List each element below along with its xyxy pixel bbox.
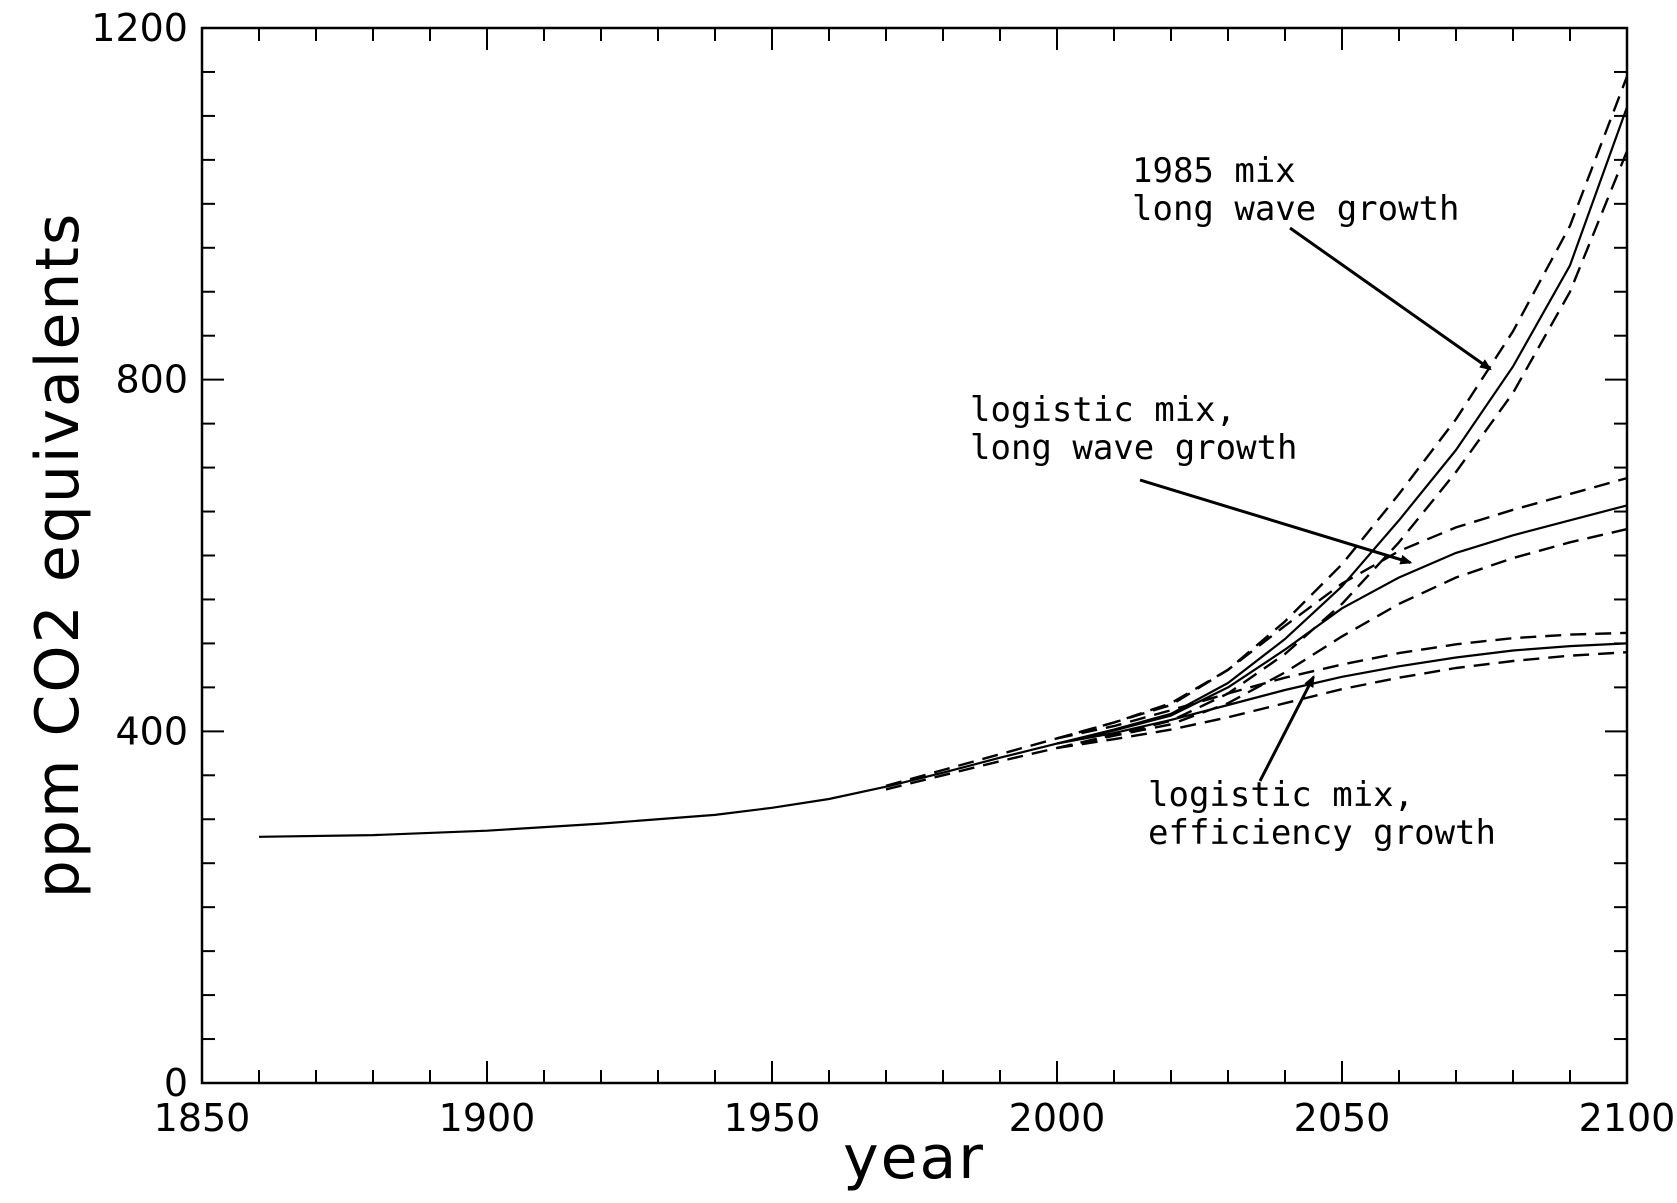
x-tick-label: 1900	[439, 1096, 536, 1140]
series-line-solid	[1056, 504, 1628, 745]
plot-frame	[200, 26, 1629, 1085]
x-tick-labels: 1850 1900 1950 2000 2050 2100	[154, 1096, 1676, 1140]
x-tick-label: 2100	[1579, 1096, 1676, 1140]
x-axis-title: year	[843, 1123, 985, 1193]
x-tick-label: 1950	[724, 1096, 821, 1140]
x-tick-label: 2050	[1294, 1096, 1391, 1140]
y-axis-title: ppm CO2 equivalents	[23, 212, 93, 898]
annotation-layer: 1985 mix long wave growth logistic mix, lon…	[970, 151, 1496, 853]
annotation-label: logistic mix, long wave growth	[970, 390, 1298, 468]
series-line-dashed	[885, 150, 1629, 791]
annotation-arrow	[1258, 675, 1315, 782]
y-tick-label: 800	[115, 358, 188, 402]
y-tick-labels: 0 400 800 1200	[91, 6, 188, 1105]
annotation-arrow	[1139, 478, 1413, 565]
minor-ticks	[201, 27, 1628, 1084]
series-line-solid	[1056, 642, 1628, 745]
series-line-dashed	[1056, 631, 1628, 740]
series-line-dashed	[1056, 651, 1628, 750]
y-tick-label: 400	[115, 709, 188, 753]
series-line-dashed	[1056, 527, 1628, 750]
series-line-dashed	[885, 75, 1629, 787]
series-layer	[258, 75, 1629, 838]
annotation-label: logistic mix, efficiency growth	[1148, 775, 1496, 853]
series-line-dashed	[1056, 476, 1628, 740]
y-tick-label: 0	[164, 1061, 188, 1105]
x-tick-label: 1850	[154, 1096, 251, 1140]
y-tick-label: 1200	[91, 6, 188, 50]
annotation-label: 1985 mix long wave growth	[1132, 151, 1460, 229]
x-tick-label: 2000	[1009, 1096, 1106, 1140]
annotation-arrow	[1289, 226, 1492, 371]
